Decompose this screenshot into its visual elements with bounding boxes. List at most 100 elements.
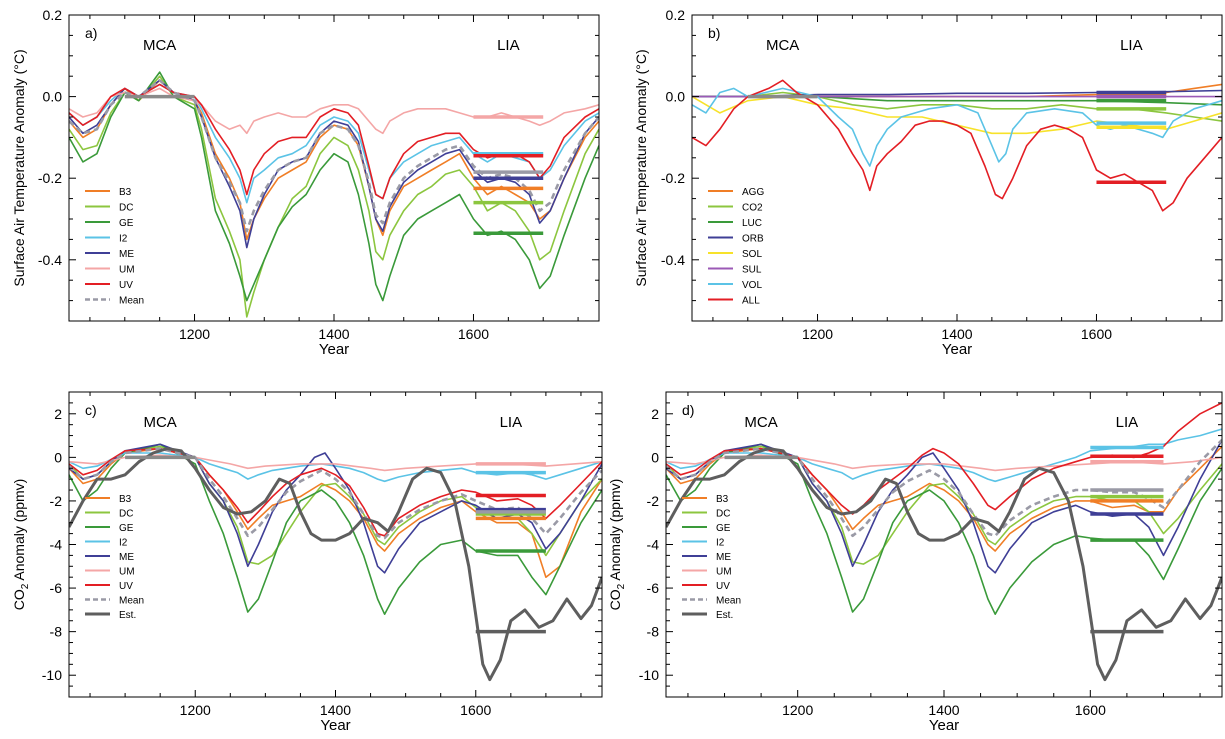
legend-label-ge: GE (119, 218, 134, 229)
legend: B3 DC GE I2 ME UM UV Mean Est. (682, 494, 741, 621)
y-tick-label: -0.2 (661, 170, 685, 186)
legend-label-um: UM (119, 265, 135, 276)
y-axis-label: CO2 Anomaly (ppmv) (11, 479, 31, 611)
legend-label-orb: ORB (742, 234, 764, 245)
legend-label-me: ME (716, 552, 731, 563)
period-label-lia: LIA (1116, 414, 1139, 431)
series-lines (69, 443, 602, 682)
y-tick-label: -6 (50, 580, 63, 596)
y-tick-label: 0.0 (43, 89, 63, 105)
y-tick-label: -10 (42, 667, 62, 683)
period-label-lia: LIA (497, 37, 520, 54)
y-tick-label: -2 (50, 493, 63, 509)
series-line-est (69, 447, 602, 682)
y-tick-label: 0.2 (666, 7, 686, 23)
legend-label-uv: UV (119, 280, 133, 291)
y-axis-label: CO2 Anomaly (ppmv) (607, 479, 627, 611)
legend-label-dc: DC (119, 203, 133, 214)
x-tick-label: 1600 (1081, 326, 1112, 342)
y-tick-label: -6 (647, 580, 660, 596)
legend-label-i2: I2 (119, 234, 128, 245)
x-tick-label: 1400 (928, 702, 959, 718)
legend-label-me: ME (119, 249, 134, 260)
x-axis-label: Year (942, 341, 972, 358)
legend-label-vol: VOL (742, 280, 762, 291)
x-tick-label: 1400 (941, 326, 972, 342)
period-label-mca: MCA (766, 37, 799, 54)
panel-a: 1200 1400 1600 0.2 0.0 -0.2 -0.4 Year Surface Ai… (11, 7, 600, 358)
period-label-mca: MCA (143, 37, 176, 54)
legend-label-sul: SUL (742, 265, 762, 276)
x-axis-label: Year (929, 717, 959, 734)
panel-d: 1200 1400 1600 2 0 -2 -4 -6 -8 -10 Year CO2 Anomaly… (607, 391, 1223, 734)
legend-label-agg: AGG (742, 187, 764, 198)
x-tick-label: 1600 (458, 326, 489, 342)
y-tick-label: -2 (647, 493, 660, 509)
series-line-ge (666, 443, 1222, 615)
y-tick-label: -0.4 (38, 252, 62, 268)
panel-label: d) (682, 402, 694, 418)
y-tick-label: 0 (651, 449, 659, 465)
period-label-lia: LIA (1120, 37, 1143, 54)
series-line-est (666, 447, 1222, 682)
legend-label-mean: Mean (119, 596, 144, 607)
y-tick-label: -4 (50, 537, 63, 553)
legend: B3 DC GE I2 ME UM UV Mean (85, 187, 144, 307)
y-tick-label: -8 (50, 624, 63, 640)
legend-label-luc: LUC (742, 218, 762, 229)
legend-label-est: Est. (119, 610, 136, 621)
series-lines (69, 71, 599, 318)
legend-label-mean: Mean (119, 296, 144, 307)
legend-label-i2: I2 (119, 538, 128, 549)
plot-frame (691, 14, 1223, 322)
plot-frame (68, 391, 603, 698)
legend-label-um: UM (716, 567, 732, 578)
y-tick-label: -8 (647, 624, 660, 640)
legend-label-b3: B3 (119, 494, 132, 505)
legend-label-b3: B3 (119, 187, 132, 198)
x-tick-label: 1200 (180, 702, 211, 718)
period-label-mca: MCA (744, 414, 777, 431)
y-tick-label: 0.2 (43, 7, 63, 23)
x-tick-label: 1600 (460, 702, 491, 718)
legend-label-ge: GE (716, 523, 731, 534)
panel-c: 1200 1400 1600 2 0 -2 -4 -6 -8 -10 Year CO2 Anomaly… (11, 391, 603, 734)
legend-label-mean: Mean (716, 596, 741, 607)
legend-label-all: ALL (742, 296, 760, 307)
legend-label-ge: GE (119, 523, 134, 534)
panel-b: 1200 1400 1600 0.2 0.0 -0.2 -0.4 Year Surface Ai… (633, 7, 1223, 358)
series-line-me (666, 439, 1222, 574)
series-line-uv (69, 447, 602, 537)
plot-frame (68, 14, 600, 322)
x-tick-label: 1200 (802, 326, 833, 342)
x-tick-label: 1600 (1075, 702, 1106, 718)
x-axis-label: Year (319, 341, 349, 358)
legend-label-b3: B3 (716, 494, 729, 505)
legend-label-est: Est. (716, 610, 733, 621)
series-line-ge (69, 443, 602, 615)
x-axis-label: Year (320, 717, 350, 734)
legend-label-co2: CO2 (742, 203, 763, 214)
period-label-lia: LIA (500, 414, 523, 431)
y-tick-label: 2 (54, 406, 62, 422)
y-tick-label: 0 (54, 449, 62, 465)
x-tick-label: 1200 (179, 326, 210, 342)
y-tick-label: 0.0 (666, 89, 686, 105)
legend-label-sol: SOL (742, 249, 762, 260)
x-tick-label: 1400 (318, 326, 349, 342)
legend-label-dc: DC (716, 509, 730, 520)
y-tick-label: -0.2 (38, 170, 62, 186)
legend: B3 DC GE I2 ME UM UV Mean Est. (85, 494, 144, 621)
series-line-all (692, 79, 1222, 212)
y-tick-label: -0.4 (661, 252, 685, 268)
y-tick-label: 2 (651, 406, 659, 422)
series-line-uv (69, 83, 599, 200)
legend-label-uv: UV (119, 581, 133, 592)
x-tick-label: 1200 (782, 702, 813, 718)
legend-label-i2: I2 (716, 538, 725, 549)
series-line-mean (69, 447, 602, 540)
panel-label: c) (85, 402, 97, 418)
legend-label-um: UM (119, 567, 135, 578)
panel-label: a) (85, 25, 97, 41)
